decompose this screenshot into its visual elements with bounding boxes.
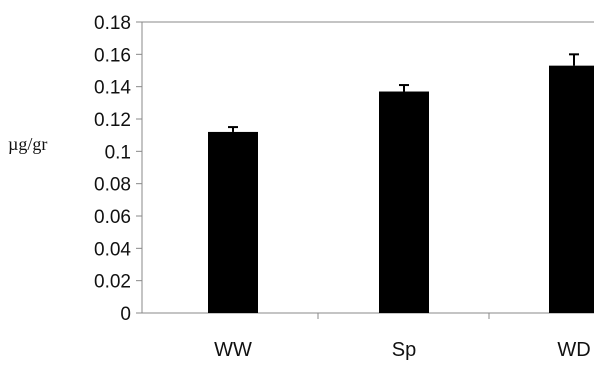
y-tick-label: 0.18 [94, 13, 131, 34]
bar [549, 65, 594, 314]
y-tick-label: 0.14 [94, 78, 131, 99]
y-axis-label: µg/gr [8, 134, 48, 154]
x-tick-label: WD [557, 339, 590, 361]
y-tick-label: 0.06 [94, 207, 131, 228]
x-tick-label: WW [214, 339, 252, 361]
bar [208, 131, 258, 313]
y-tick-label: 0 [120, 304, 131, 325]
x-tick-label: Sp [392, 339, 416, 361]
y-tick-label: 0.02 [94, 272, 131, 293]
y-tick-label: 0.16 [94, 45, 131, 66]
bar [379, 91, 429, 314]
y-tick-label: 0.1 [105, 142, 131, 163]
y-tick-label: 0.08 [94, 175, 131, 196]
y-tick-label: 0.04 [94, 239, 131, 260]
y-tick-label: 0.12 [94, 110, 131, 131]
